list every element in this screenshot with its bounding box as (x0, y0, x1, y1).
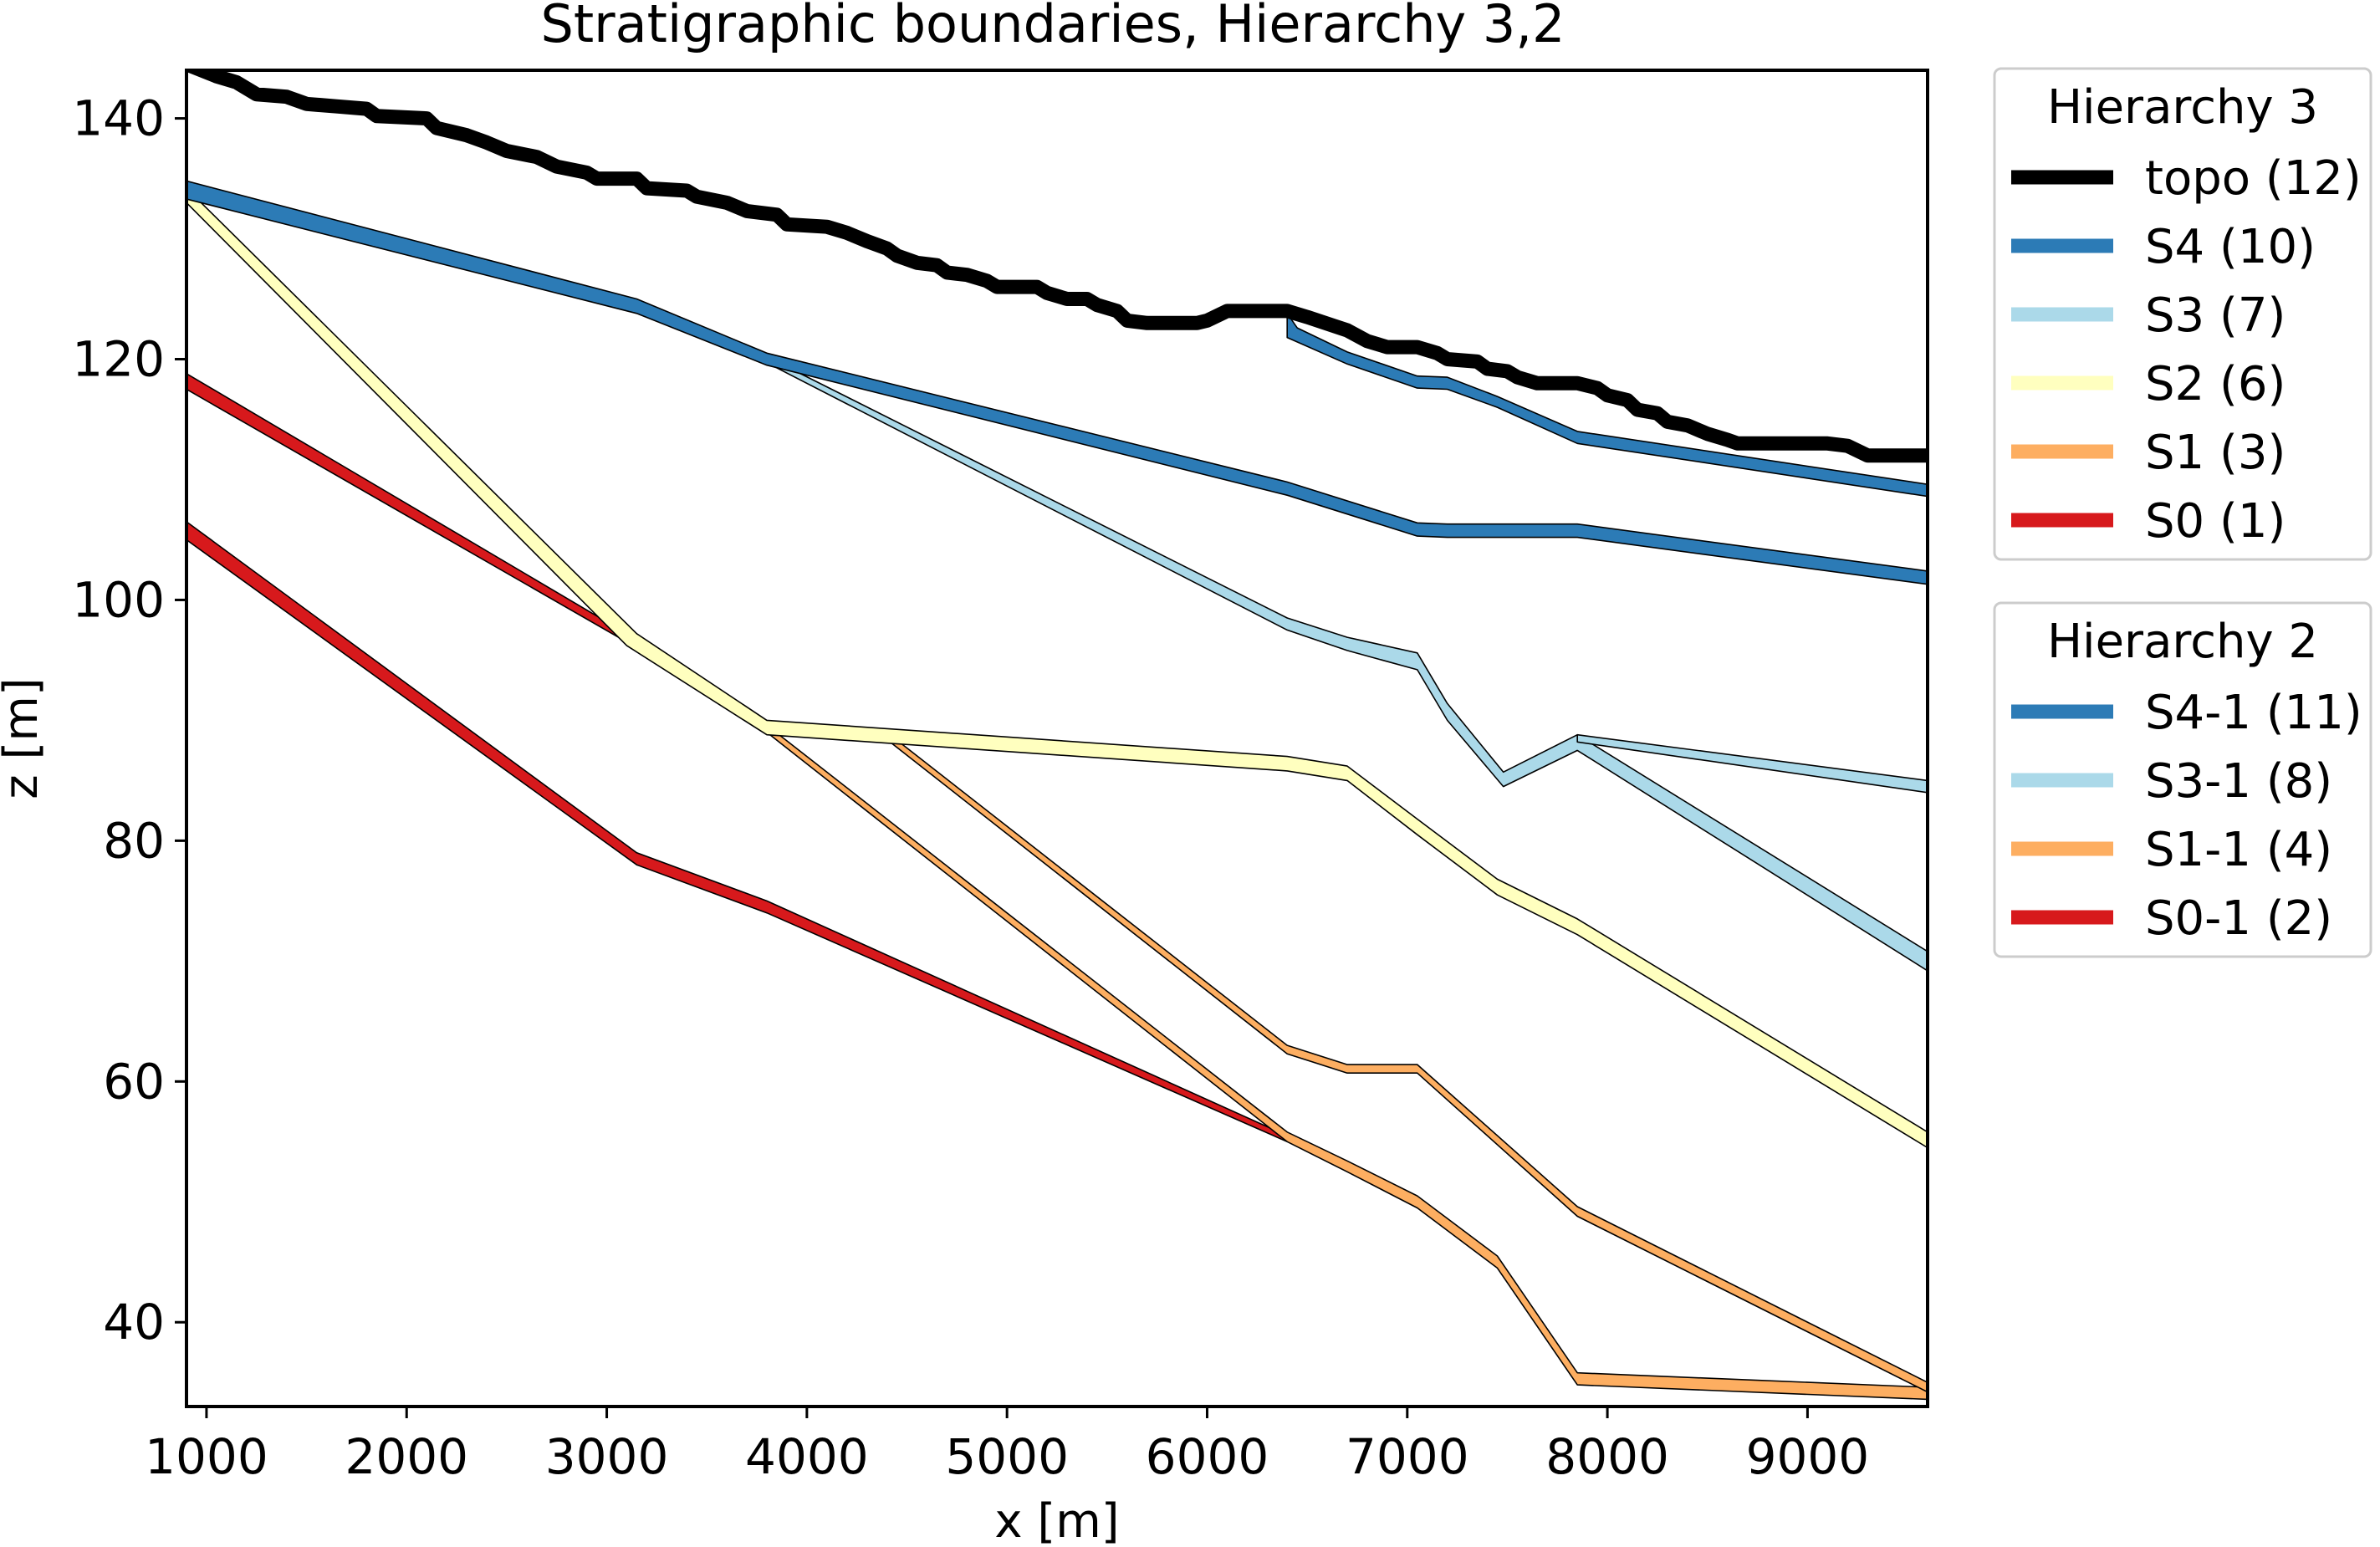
legend-box-1: Hierarchy 3 topo (12) S4 (10) S3 (7) S2 (6) S… (1993, 67, 2372, 561)
legend-label: S4-1 (11) (2145, 686, 2362, 740)
x-tick-label: 9000 (1746, 1428, 1870, 1485)
x-tick-label: 4000 (745, 1428, 869, 1485)
band-s4-10 (186, 180, 1928, 585)
x-tick-label: 3000 (545, 1428, 669, 1485)
chart-title: Stratigraphic boundaries, Hierarchy 3,2 (541, 0, 1565, 54)
x-tick-label: 8000 (1545, 1428, 1669, 1485)
plot-frame (185, 69, 1929, 1408)
legend-label: S2 (6) (2145, 357, 2286, 411)
series-layer (186, 70, 1928, 1401)
legend-label: S4 (10) (2145, 220, 2316, 274)
x-axis-label: x [m] (994, 1494, 1119, 1547)
x-tick-label: 2000 (345, 1428, 468, 1485)
band-s1-3 (766, 724, 1928, 1401)
legend-label: S1 (3) (2145, 426, 2286, 480)
x-tick-label: 7000 (1346, 1428, 1469, 1485)
y-tick-label: 120 (72, 331, 165, 388)
legend-title: Hierarchy 2 (2047, 615, 2318, 669)
legend-label: S3-1 (8) (2145, 754, 2332, 809)
x-tick-label: 5000 (945, 1428, 1069, 1485)
y-tick-label: 140 (72, 90, 165, 147)
band-s2-6 (186, 187, 1928, 1149)
legend-box-2: Hierarchy 2 S4-1 (11) S3-1 (8) S1-1 (4) S0-1… (1993, 601, 2372, 958)
legend-area: Hierarchy 3 topo (12) S4 (10) S3 (7) S2 (6) S… (1993, 67, 2372, 958)
y-tick-label: 60 (103, 1053, 165, 1110)
y-axis-ticks: 40 60 80 100 120 140 (72, 90, 186, 1350)
legend-title: Hierarchy 3 (2047, 80, 2318, 135)
band-s3-7 (766, 355, 1928, 972)
legend-label: S0 (1) (2145, 494, 2286, 549)
legend-label: S1-1 (4) (2145, 823, 2332, 877)
band-s1-1-4 (886, 731, 1928, 1393)
y-tick-label: 40 (103, 1294, 165, 1350)
x-tick-label: 1000 (145, 1428, 268, 1485)
band-s3-1-8 (1576, 733, 1928, 794)
legend-label: S0-1 (2) (2145, 891, 2332, 946)
legend-frame (1993, 67, 2372, 561)
legend-label: topo (12) (2145, 151, 2362, 206)
y-axis-label: z [m] (0, 677, 49, 799)
topo-line (186, 70, 1928, 463)
band-s0-1-2 (186, 521, 1288, 1143)
y-tick-label: 100 (72, 571, 165, 628)
x-tick-label: 6000 (1146, 1428, 1269, 1485)
y-tick-label: 80 (103, 812, 165, 869)
x-axis-ticks: 1000 2000 3000 4000 5000 6000 7000 8000 9000 (145, 1407, 1869, 1485)
legend-frame (1993, 601, 2372, 958)
legend-label: S3 (7) (2145, 288, 2286, 343)
band-s4-1-11 (1286, 312, 1928, 498)
